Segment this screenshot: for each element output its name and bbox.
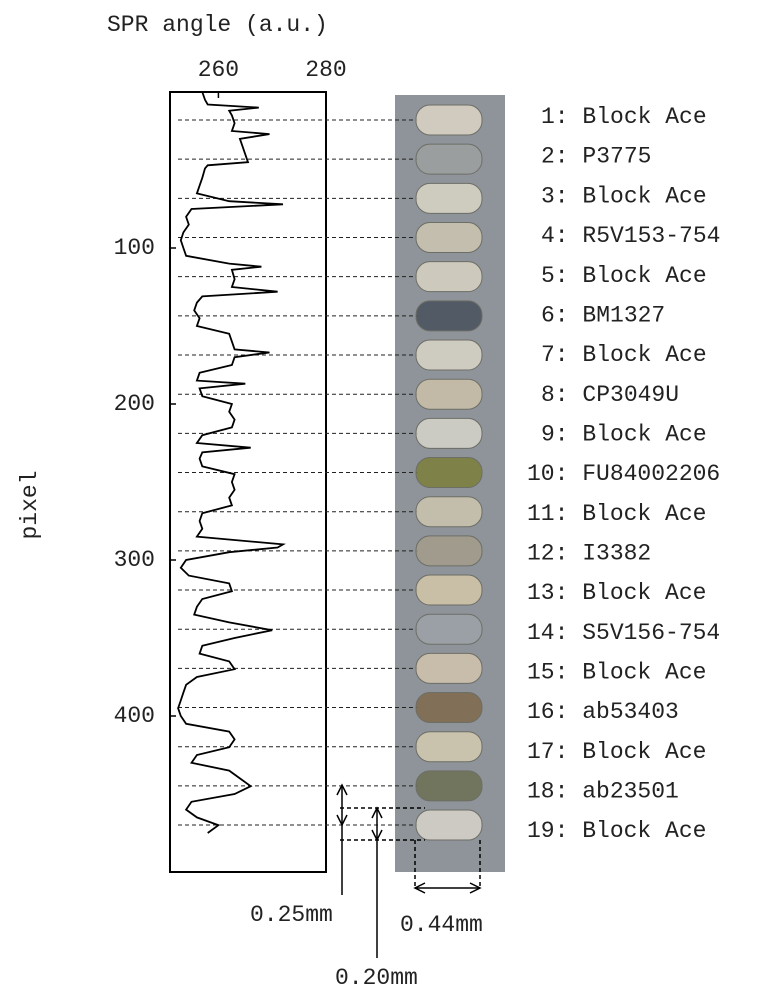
lane-label: 4: R5V153-754	[541, 223, 720, 249]
lane-label: 1: Block Ace	[541, 104, 707, 130]
lane-label: 6: BM1327	[541, 302, 665, 328]
x-tick-label: 280	[305, 57, 346, 83]
lane-label: 13: Block Ace	[527, 580, 706, 606]
lane-label: 9: Block Ace	[541, 421, 707, 447]
lane-label: 10: FU84002206	[527, 461, 720, 487]
y-tick-label: 400	[114, 703, 155, 729]
lane-spot	[415, 613, 483, 645]
lane-spot	[415, 339, 483, 371]
lane-label: 15: Block Ace	[527, 659, 706, 685]
y-tick-label: 200	[114, 391, 155, 417]
y-axis-label: pixel	[17, 470, 43, 539]
lane-spot	[415, 143, 483, 175]
lane-label: 7: Block Ace	[541, 342, 707, 368]
annotation: 0.25mm	[250, 902, 333, 928]
lane-spot	[415, 222, 483, 254]
annotation: 0.44mm	[400, 912, 483, 938]
spr-line	[177, 91, 286, 834]
lane-spot	[415, 535, 483, 567]
lane-spot	[415, 417, 483, 449]
y-tick-label: 300	[114, 547, 155, 573]
dimensions	[336, 783, 482, 958]
lane-label: 19: Block Ace	[527, 818, 706, 844]
y-tick-label: 100	[114, 235, 155, 261]
lane-label: 3: Block Ace	[541, 183, 707, 209]
lane-label: 2: P3775	[541, 144, 651, 170]
lane-spot	[415, 770, 483, 802]
lane-label: 11: Block Ace	[527, 501, 706, 527]
lane-spot	[415, 731, 483, 763]
lanes: 1: Block Ace 2: P3775 3: Block Ace 4: R5V15…	[178, 104, 720, 844]
lane-spot	[415, 496, 483, 528]
lane-spot	[415, 261, 483, 293]
lane-spot	[415, 104, 483, 136]
lane-spot	[415, 574, 483, 606]
annotation: 0.20mm	[335, 965, 418, 991]
plot-frame	[169, 91, 327, 873]
plot: 260 280 100 200 300 400	[114, 57, 347, 834]
lane-spot	[415, 809, 483, 841]
x-axis-label: SPR angle (a.u.)	[107, 12, 328, 38]
lane-label: 12: I3382	[527, 540, 651, 566]
lane-spot	[415, 652, 483, 684]
lane-spot	[415, 692, 483, 724]
lane-label: 14: S5V156-754	[527, 620, 720, 646]
lane-label: 5: Block Ace	[541, 263, 707, 289]
lane-spot	[415, 300, 483, 332]
lane-label: 18: ab23501	[527, 778, 679, 804]
lane-spot	[415, 182, 483, 214]
lane-spot	[415, 378, 483, 410]
lane-label: 17: Block Ace	[527, 739, 706, 765]
lane-label: 8: CP3049U	[541, 382, 679, 408]
lane-label: 16: ab53403	[527, 699, 679, 725]
x-tick-label: 260	[198, 57, 239, 83]
lane-spot	[415, 457, 483, 489]
